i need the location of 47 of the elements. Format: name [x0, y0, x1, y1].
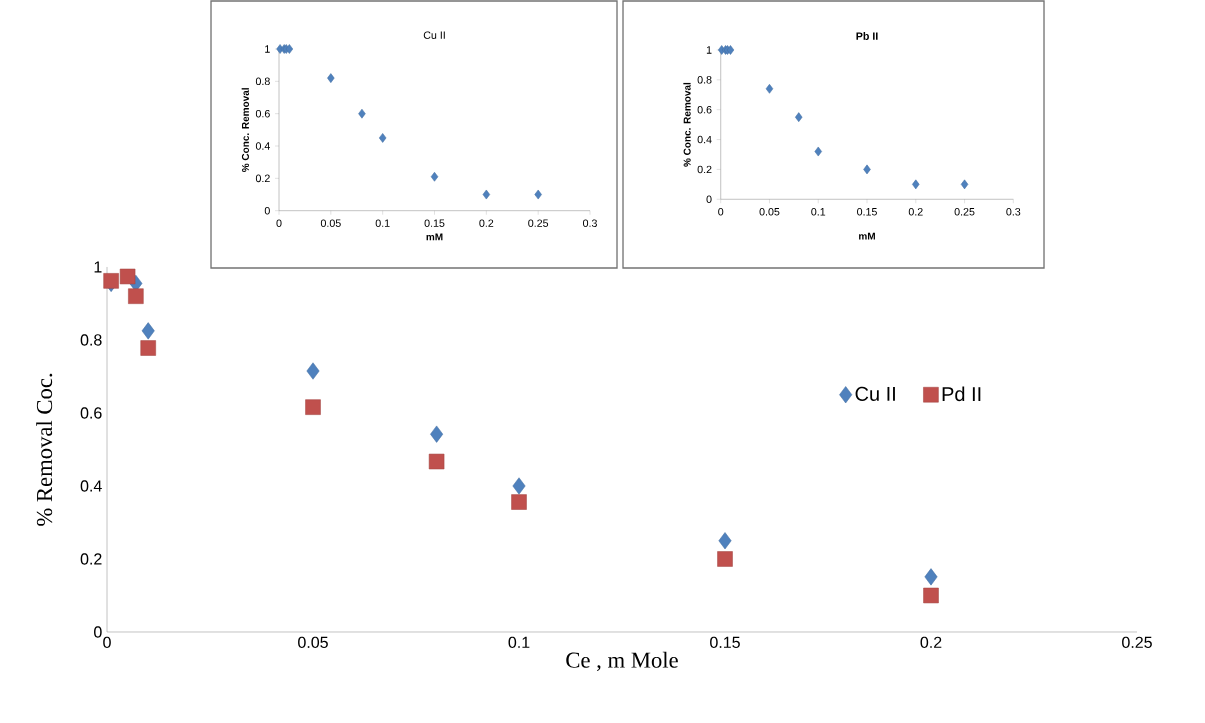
- y-tick-label: 0.4: [80, 480, 102, 492]
- x-tick-label: 0.1: [811, 207, 826, 216]
- y-axis-title: % Conc. Removal: [241, 88, 249, 173]
- y-tick-label: 0.6: [255, 109, 270, 118]
- x-tick-label: 0: [103, 636, 111, 649]
- y-tick-label: 0.2: [80, 553, 102, 565]
- y-tick-label: 0.2: [255, 174, 270, 183]
- x-tick-label: 0.2: [479, 219, 494, 227]
- x-tick-label: 0.2: [908, 207, 923, 216]
- legend-label: Cu II: [855, 386, 895, 401]
- x-tick-label: 0.3: [583, 219, 597, 227]
- y-tick-label: 1: [706, 46, 712, 54]
- x-tick-label: 0: [718, 207, 724, 216]
- y-tick-label: 0: [706, 195, 712, 204]
- x-tick-label: 0.25: [1122, 636, 1152, 649]
- y-tick-label: 0.2: [697, 165, 712, 174]
- y-tick-label: 0.6: [697, 105, 712, 114]
- x-axis-title: mM: [426, 233, 443, 241]
- y-tick-label: 0.4: [255, 142, 270, 150]
- chart-title: Cu II: [423, 31, 445, 39]
- x-axis-title: mM: [859, 232, 875, 240]
- x-tick-label: 0.15: [710, 636, 740, 649]
- y-tick-label: 0: [94, 626, 102, 638]
- y-axis-title: % Removal Coc.: [36, 373, 53, 526]
- x-tick-label: 0.15: [424, 219, 445, 227]
- x-tick-label: 0.1: [375, 219, 390, 227]
- y-tick-label: 1: [265, 45, 270, 53]
- y-tick-label: 0.6: [80, 407, 102, 419]
- y-tick-label: 1: [94, 261, 102, 273]
- x-tick-label: 0.3: [1006, 207, 1021, 216]
- x-tick-label: 0.05: [298, 636, 328, 649]
- x-tick-label: 0.05: [759, 207, 780, 216]
- x-tick-label: 0.25: [528, 219, 549, 227]
- chart-title: Pb II: [856, 32, 878, 40]
- x-tick-label: 0.05: [320, 219, 341, 227]
- x-tick-label: 0.25: [954, 207, 975, 216]
- x-tick-label: 0.1: [508, 636, 530, 649]
- y-tick-label: 0.4: [697, 135, 712, 144]
- y-tick-label: 0.8: [697, 76, 712, 84]
- x-axis-title: Ce , m Mole: [566, 651, 678, 672]
- y-axis-title: % Conc. Removal: [683, 82, 691, 167]
- y-tick-label: 0.8: [255, 77, 270, 86]
- x-tick-label: 0: [276, 219, 282, 227]
- x-tick-label: 0.15: [857, 207, 877, 216]
- y-tick-label: 0.8: [80, 334, 102, 346]
- legend-label: Pd II: [942, 386, 981, 402]
- x-tick-label: 0.2: [920, 636, 942, 649]
